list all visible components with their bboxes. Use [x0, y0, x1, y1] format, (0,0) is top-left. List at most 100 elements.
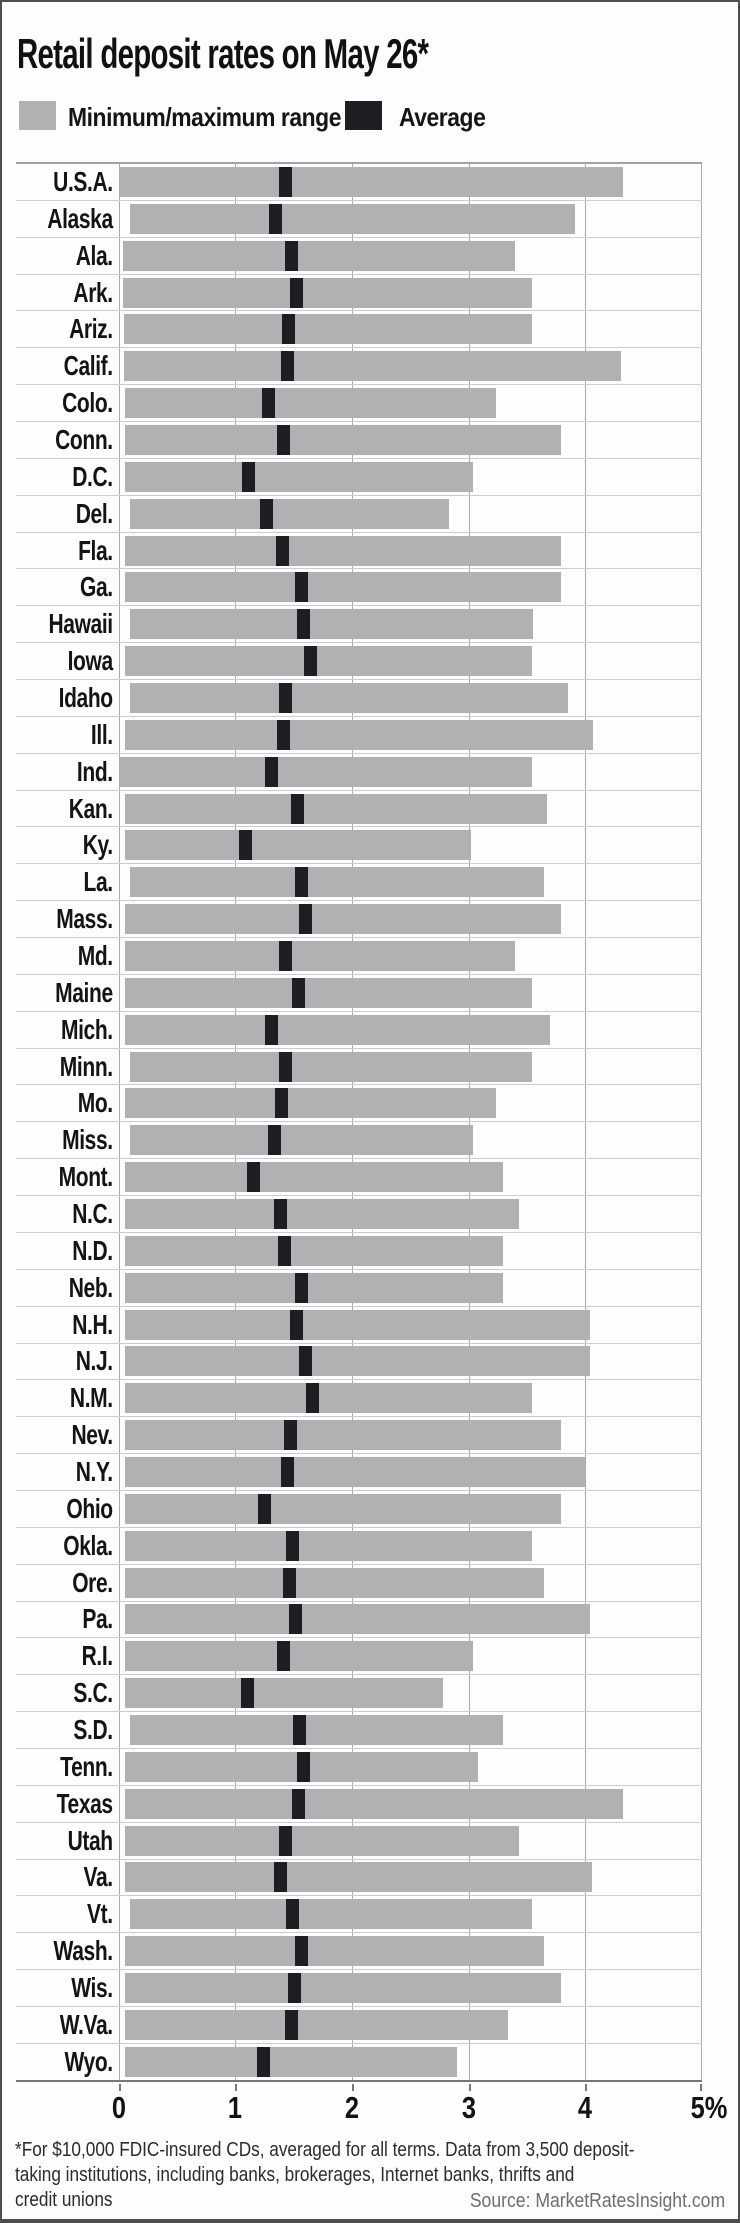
row-plot-area: [118, 1307, 702, 1343]
state-label: S.C.: [73, 1677, 113, 1709]
axis-tick-label: 4: [578, 2090, 593, 2125]
table-row: N.J.: [16, 1344, 702, 1381]
table-row: Calif.: [16, 348, 702, 386]
state-label: Wyo.: [64, 2045, 113, 2077]
state-label: N.M.: [69, 1382, 113, 1414]
table-row: Ga.: [16, 569, 702, 607]
row-plot-area: [118, 1454, 702, 1490]
axis-tick: [700, 2084, 702, 2091]
average-marker: [285, 240, 299, 271]
row-plot-area: [118, 717, 702, 753]
average-marker: [280, 351, 294, 382]
table-row: Ore.: [16, 1565, 702, 1602]
table-row: La.: [16, 864, 702, 902]
axis-tick: [585, 2084, 588, 2091]
state-label: Md.: [77, 939, 113, 971]
row-plot-area: [118, 1896, 702, 1932]
min-max-range-bar: [124, 1309, 591, 1340]
average-marker: [268, 203, 282, 234]
min-max-range-bar: [124, 424, 562, 455]
table-row: Ariz.: [16, 311, 702, 349]
min-max-range-bar: [124, 940, 515, 971]
table-row: Va.: [16, 1860, 702, 1897]
state-label: Neb.: [68, 1271, 113, 1303]
row-plot-area: [118, 827, 702, 863]
average-marker: [277, 719, 291, 750]
average-marker: [267, 1125, 281, 1156]
state-label: Vt.: [87, 1898, 113, 1930]
min-max-range-bar: [124, 1346, 591, 1377]
average-marker: [288, 1604, 302, 1635]
min-max-range-bar: [124, 977, 533, 1008]
table-row: Del.: [16, 496, 702, 533]
state-label: Ore.: [72, 1566, 113, 1598]
source-credit: Source: MarketRatesInsight.com: [469, 2190, 725, 2212]
row-plot-area: [118, 680, 702, 716]
chart-rows: U.S.A. Alaska Ala. Ark. Ariz. Calif. Colo. Conn…: [16, 164, 702, 2080]
min-max-range-bar: [124, 1235, 503, 1266]
average-marker: [259, 498, 273, 529]
min-max-range-bar: [129, 1899, 533, 1930]
row-plot-area: [118, 459, 702, 495]
table-row: Kan.: [16, 791, 702, 828]
min-max-range-bar: [124, 388, 496, 419]
table-row: Iowa: [16, 643, 702, 681]
min-max-range-bar: [124, 1088, 496, 1119]
min-max-range-bar: [124, 646, 533, 677]
table-row: Utah: [16, 1823, 702, 1860]
state-label: S.D.: [73, 1714, 113, 1746]
average-marker: [286, 1530, 300, 1561]
table-row: Ala.: [16, 238, 702, 275]
average-marker: [279, 1825, 293, 1856]
state-label: Utah: [67, 1824, 114, 1856]
row-plot-area: [118, 1344, 702, 1380]
row-plot-area: [118, 422, 702, 458]
average-marker: [257, 2046, 271, 2077]
row-plot-area: [118, 1565, 702, 1601]
state-label: Hawaii: [48, 608, 113, 640]
min-max-range-bar: [129, 1125, 473, 1156]
table-row: Ill.: [16, 717, 702, 754]
row-plot-area: [118, 1712, 702, 1748]
average-marker: [292, 1788, 306, 1819]
row-plot-area: [118, 1602, 702, 1638]
min-max-range-bar: [124, 830, 472, 861]
row-plot-area: [118, 311, 702, 347]
state-label: Maine: [55, 976, 113, 1008]
state-label: Wis.: [71, 1972, 113, 2004]
min-max-range-bar: [124, 461, 473, 492]
row-plot-area: [118, 1491, 702, 1527]
average-marker: [242, 461, 256, 492]
axis-tick: [352, 2084, 355, 2091]
row-plot-area: [118, 1270, 702, 1306]
row-plot-area: [118, 1860, 702, 1896]
table-row: Mo.: [16, 1085, 702, 1123]
footnote-line: taking institutions, including banks, br…: [15, 2164, 575, 2186]
average-marker: [291, 793, 305, 824]
min-max-range-bar: [124, 1530, 533, 1561]
min-max-range-bar: [129, 1715, 503, 1746]
table-row: Minn.: [16, 1049, 702, 1086]
average-marker: [286, 1899, 300, 1930]
row-plot-area: [118, 201, 702, 237]
average-marker: [294, 867, 308, 898]
row-plot-area: [118, 569, 702, 605]
table-row: U.S.A.: [16, 164, 702, 201]
axis-tick-label: 1: [228, 2090, 243, 2125]
state-label: D.C.: [72, 460, 113, 492]
table-row: N.D.: [16, 1233, 702, 1270]
footnote-line: credit unions: [15, 2189, 113, 2211]
min-max-range-bar: [124, 1493, 562, 1524]
state-label: Ohio: [66, 1492, 113, 1524]
state-label: Ky.: [82, 829, 113, 861]
footnote: *For $10,000 FDIC-insured CDs, averaged …: [15, 2138, 634, 2213]
state-label: Idaho: [58, 681, 114, 713]
table-row: Nev.: [16, 1417, 702, 1455]
table-row: D.C.: [16, 459, 702, 496]
row-plot-area: [118, 1196, 702, 1232]
average-marker: [279, 1051, 293, 1082]
min-max-range-bar: [129, 1051, 533, 1082]
state-label: U.S.A.: [53, 165, 113, 197]
state-label: W.Va.: [59, 2008, 113, 2040]
